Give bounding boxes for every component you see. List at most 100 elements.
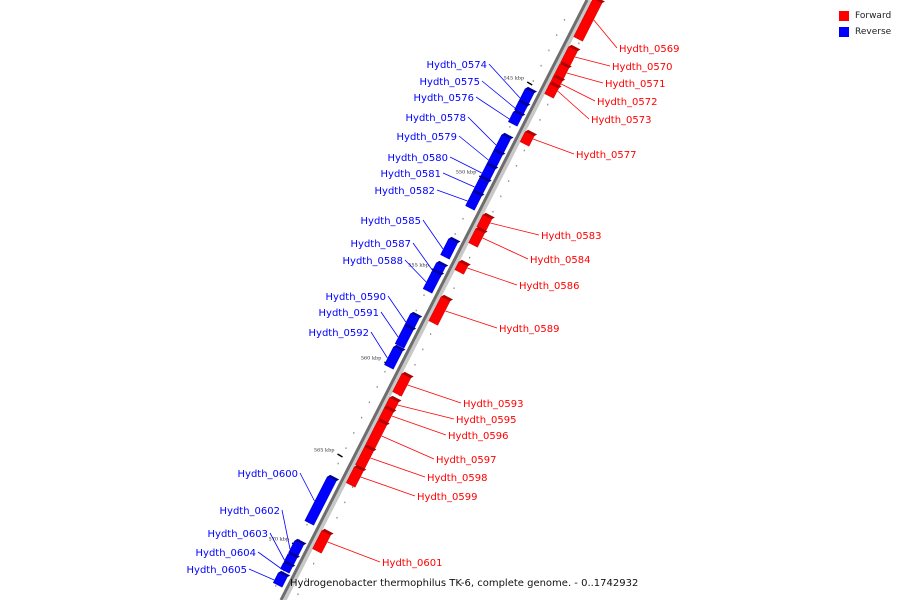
gene-bar[interactable] [440, 238, 458, 260]
gene-bar-top [472, 189, 485, 197]
gene-leader-line [574, 56, 611, 67]
gene-bar[interactable] [392, 373, 411, 397]
gene-leader-line [593, 19, 618, 49]
gene-bar-top [384, 405, 397, 413]
gene-leader-line [387, 295, 407, 323]
gene-label[interactable]: Hydth_0572 [597, 97, 658, 108]
gene-label[interactable]: Hydth_0590 [326, 292, 387, 303]
tick-dot [509, 126, 511, 128]
gene-bar[interactable] [560, 46, 578, 68]
gene-bar[interactable] [454, 261, 469, 275]
gene-bar[interactable] [519, 131, 535, 147]
gene-leader-line [380, 311, 399, 338]
tick-dot [336, 516, 338, 519]
gene-bar-top [401, 371, 414, 379]
tick-dot [384, 370, 386, 373]
gene-leader-line [557, 90, 590, 120]
gene-label[interactable]: Hydth_0571 [605, 79, 666, 90]
gene-bar-top [321, 528, 334, 536]
gene-labels: Hydth_0569 Hydth_0570 Hydth_0571 Hydth_0572… [187, 44, 680, 576]
gene-bar[interactable] [280, 562, 293, 574]
gene-label[interactable]: Hydth_0592 [309, 328, 370, 339]
gene-bar[interactable] [304, 476, 337, 526]
gene-label[interactable]: Hydth_0598 [427, 473, 488, 484]
gene-label[interactable]: Hydth_0579 [397, 132, 458, 143]
gene-label[interactable]: Hydth_0576 [414, 93, 475, 104]
gene-label[interactable]: Hydth_0575 [420, 77, 481, 88]
gene-label[interactable]: Hydth_0588 [343, 256, 404, 267]
scale-mark-label: 555 kbp [408, 263, 429, 269]
gene-leader-line [370, 331, 388, 359]
scale-mark [337, 453, 343, 458]
legend-swatch-forward [839, 11, 849, 21]
gene-label[interactable]: Hydth_0573 [591, 115, 652, 126]
gene-bar[interactable] [384, 346, 403, 370]
gene-label[interactable]: Hydth_0574 [427, 60, 488, 71]
gene-bar[interactable] [573, 0, 603, 42]
gene-bar-top [327, 474, 340, 482]
tick-dot [352, 486, 354, 488]
gene-bar-top [278, 570, 291, 578]
gene-label[interactable]: Hydth_0593 [463, 399, 524, 410]
gene-label[interactable]: Hydth_0578 [406, 113, 467, 124]
gene-label[interactable]: Hydth_0600 [238, 469, 299, 480]
gene-bar-top [441, 294, 453, 302]
gene-bar-top [458, 259, 471, 267]
tick-dot [353, 432, 355, 434]
gene-label[interactable]: Hydth_0595 [456, 415, 517, 426]
gene-label[interactable]: Hydth_0586 [519, 281, 580, 292]
gene-label[interactable]: Hydth_0604 [196, 548, 257, 559]
tick-dot [462, 217, 464, 220]
gene-label[interactable]: Hydth_0584 [530, 255, 591, 266]
gene-label[interactable]: Hydth_0599 [417, 492, 478, 503]
tick-dot [345, 447, 347, 449]
gene-bar-top [288, 551, 300, 559]
gene-bar[interactable] [272, 572, 288, 588]
gene-bar[interactable] [312, 530, 331, 554]
gene-leader-line [397, 404, 455, 420]
gene-bar[interactable] [394, 325, 414, 349]
gene-label[interactable]: Hydth_0589 [499, 324, 560, 335]
gene-label[interactable]: Hydth_0602 [220, 506, 281, 517]
gene-bar-top [283, 560, 296, 568]
gene-label[interactable]: Hydth_0605 [187, 565, 248, 576]
gene-bar[interactable] [544, 83, 559, 99]
gene-leader-line [360, 476, 416, 497]
gene-bar[interactable] [355, 446, 374, 470]
gene-label[interactable]: Hydth_0591 [319, 308, 380, 319]
gene-label[interactable]: Hydth_0580 [388, 153, 449, 164]
gene-bar-top [493, 148, 506, 156]
gene-label[interactable]: Hydth_0582 [375, 186, 436, 197]
gene-bar[interactable] [508, 111, 523, 127]
gene-bar[interactable] [468, 228, 485, 248]
gene-bar[interactable] [345, 466, 364, 488]
backbone-shadow [281, 0, 593, 600]
gene-label[interactable]: Hydth_0603 [208, 529, 269, 540]
tick-dot [415, 309, 417, 312]
gene-bar-top [486, 162, 499, 170]
gene-label[interactable]: Hydth_0597 [436, 455, 497, 466]
tick-dot [540, 64, 542, 67]
gene-bar[interactable] [422, 270, 442, 294]
gene-label[interactable]: Hydth_0596 [448, 431, 509, 442]
gene-label[interactable]: Hydth_0585 [361, 216, 422, 227]
gene-leader-line [467, 116, 497, 146]
tick-dot [376, 386, 378, 388]
gene-label[interactable]: Hydth_0569 [619, 44, 680, 55]
gene-bar-top [377, 418, 390, 426]
gene-label[interactable]: Hydth_0570 [612, 62, 673, 73]
genome-backbone [279, 0, 593, 600]
legend-label-reverse: Reverse [855, 27, 892, 37]
gene-label[interactable]: Hydth_0583 [541, 231, 602, 242]
scale-marks: 545 kbp 550 kbp 555 kbp 560 kbp 565 kbp 570 k… [269, 76, 533, 547]
gene-label[interactable]: Hydth_0581 [381, 169, 442, 180]
gene-label[interactable]: Hydth_0577 [576, 150, 637, 161]
gene-bar[interactable] [465, 191, 482, 211]
gene-bar[interactable] [428, 296, 451, 326]
gene-label[interactable]: Hydth_0601 [382, 558, 443, 569]
gene-bar-top [501, 132, 514, 140]
gene-bar-top [553, 74, 566, 82]
gene-label[interactable]: Hydth_0587 [351, 239, 412, 250]
gene-bar[interactable] [476, 214, 493, 232]
